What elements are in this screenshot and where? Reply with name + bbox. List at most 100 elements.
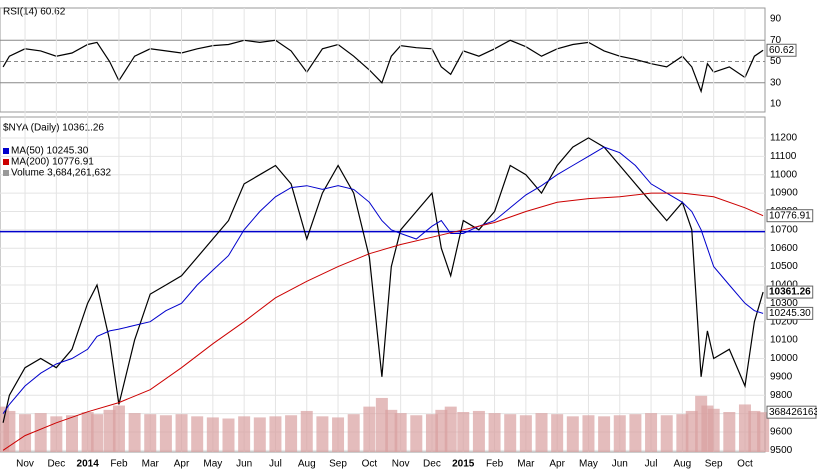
volume-bar xyxy=(50,416,63,452)
volume-bar xyxy=(757,412,770,452)
volume-bar xyxy=(645,413,658,452)
volume-bar xyxy=(472,410,485,452)
y-tick-label: 10400 xyxy=(770,280,798,291)
series-line xyxy=(2,137,764,423)
volume-bar xyxy=(598,416,611,452)
legend-swatch xyxy=(3,170,9,176)
y-tick-label: 50 xyxy=(770,56,782,67)
volume-bar xyxy=(519,415,532,452)
x-tick-label: Apr xyxy=(549,459,565,470)
volume-bar xyxy=(347,414,360,452)
volume-bar xyxy=(685,410,698,452)
y-tick-label: 9800 xyxy=(770,390,793,401)
volume-bar xyxy=(723,412,736,452)
x-tick-label: May xyxy=(203,459,222,470)
legend-entry: Volume 3,684,261,632 xyxy=(11,168,112,179)
legend-swatch xyxy=(3,148,9,154)
y-tick-label: 30 xyxy=(770,77,782,88)
last-value: 10776.91 xyxy=(769,210,811,221)
y-tick-label: 11100 xyxy=(770,151,797,162)
y-tick-label: 10000 xyxy=(770,353,798,364)
x-tick-label: Sep xyxy=(329,459,347,470)
rsi-panel xyxy=(0,7,766,113)
legend-swatch xyxy=(3,159,9,165)
y-tick-label: 10200 xyxy=(770,316,798,327)
volume-bar xyxy=(375,397,388,452)
volume-bar xyxy=(613,415,626,452)
x-tick-label: Jul xyxy=(269,459,282,470)
last-value-box xyxy=(766,306,814,320)
x-tick-label: Dec xyxy=(423,459,441,470)
volume-bar xyxy=(435,409,448,452)
volume-bar xyxy=(159,415,172,452)
x-tick-label: Oct xyxy=(737,459,753,470)
last-value-box xyxy=(766,43,797,57)
volume-bar xyxy=(81,412,94,452)
volume-bar xyxy=(175,414,188,452)
volume-bar xyxy=(238,416,251,452)
last-value: 10245.30 xyxy=(769,308,811,319)
volume-bar xyxy=(457,412,470,452)
volume-bar xyxy=(582,415,595,452)
volume-bar xyxy=(128,413,141,452)
y-tick-label: 90 xyxy=(770,14,782,25)
y-tick-label: 10 xyxy=(770,99,782,110)
volume-bar xyxy=(660,415,673,452)
volume-bar xyxy=(91,414,104,452)
volume-bar xyxy=(103,409,116,452)
volume-bar xyxy=(65,415,78,452)
volume-bar xyxy=(269,416,282,452)
x-tick-label: Feb xyxy=(110,459,128,470)
rsi-legend: RSI(14) 60.62 xyxy=(3,7,66,18)
y-tick-label: 9500 xyxy=(770,445,793,456)
series-line xyxy=(2,146,764,414)
volume-bar xyxy=(738,404,751,452)
y-tick-label: 11000 xyxy=(770,169,798,180)
last-value-box xyxy=(766,285,814,299)
x-tick-label: Sep xyxy=(705,459,723,470)
volume-bar xyxy=(566,416,579,452)
y-tick-label: 10300 xyxy=(770,298,798,309)
volume-bar xyxy=(504,414,517,452)
last-value: 60.62 xyxy=(769,45,794,56)
volume-bar xyxy=(144,414,157,452)
volume-bar xyxy=(206,417,219,452)
volume-bar xyxy=(488,413,501,452)
last-value-box xyxy=(766,209,814,223)
x-tick-label: Nov xyxy=(392,459,410,470)
series-line xyxy=(2,39,764,94)
last-value: 10361.26 xyxy=(769,287,811,298)
volume-bar xyxy=(253,417,266,452)
volume-bar xyxy=(300,410,313,452)
y-tick-label: 10500 xyxy=(770,261,798,272)
y-tick-label: 10900 xyxy=(770,188,798,199)
volume-bar xyxy=(222,418,235,452)
x-tick-label: Jun xyxy=(612,459,628,470)
y-tick-label: 70 xyxy=(770,35,782,46)
volume-bar xyxy=(19,414,32,452)
legend-entry: MA(200) 10776.91 xyxy=(11,157,94,168)
legend-entry: MA(50) 10245.30 xyxy=(11,146,89,157)
volume-bar xyxy=(191,416,204,452)
y-tick-label: 10600 xyxy=(770,243,798,254)
x-tick-label: Feb xyxy=(486,459,504,470)
x-tick-label: Dec xyxy=(47,459,65,470)
x-tick-label: Jun xyxy=(236,459,252,470)
x-tick-label: Aug xyxy=(673,459,691,470)
x-tick-label: Jul xyxy=(645,459,658,470)
x-tick-label: Aug xyxy=(298,459,316,470)
volume-bar xyxy=(551,414,564,452)
volume-bar xyxy=(34,413,47,452)
volume-bar xyxy=(444,406,457,452)
volume-bar xyxy=(3,410,16,452)
volume-bar xyxy=(707,408,720,452)
series-line xyxy=(2,192,764,451)
x-tick-label: Oct xyxy=(362,459,378,470)
y-tick-label: 10700 xyxy=(770,224,798,235)
volume-bar xyxy=(112,405,125,452)
x-tick-label: Nov xyxy=(16,459,34,470)
x-tick-label: Apr xyxy=(174,459,190,470)
price-legend: $NYA (Daily) 10361.26 xyxy=(3,123,104,134)
volume-bar xyxy=(535,413,548,452)
